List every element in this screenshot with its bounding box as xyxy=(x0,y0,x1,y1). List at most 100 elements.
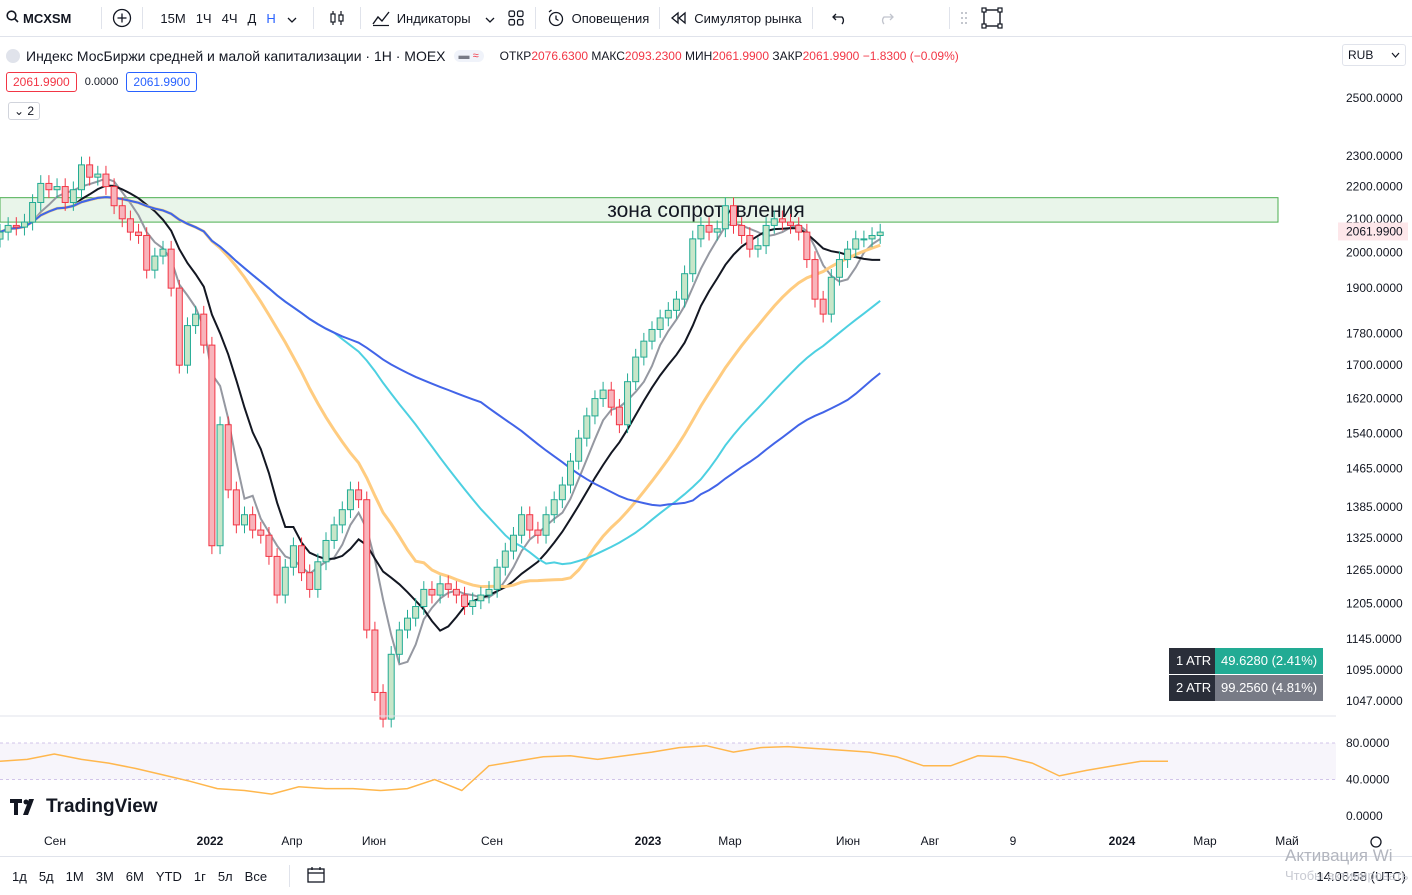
candle-body xyxy=(281,566,289,596)
candle xyxy=(167,240,175,297)
chevron-down-icon xyxy=(1391,52,1400,58)
candle xyxy=(656,309,664,338)
replay-button[interactable]: Симулятор рынка xyxy=(664,0,807,36)
candle-body xyxy=(754,245,762,250)
candle-body xyxy=(860,238,868,241)
candle xyxy=(518,506,526,544)
candle-body xyxy=(485,588,493,596)
indicators-button[interactable]: Индикаторы xyxy=(365,0,501,36)
candle-body xyxy=(550,499,558,516)
undo-button[interactable] xyxy=(817,0,863,36)
interval-1h[interactable]: 1Ч xyxy=(195,10,212,26)
range-1m[interactable]: 1М xyxy=(65,868,84,884)
candle-body xyxy=(257,529,265,536)
atr-2-value: 99.2560 (4.81%) xyxy=(1215,675,1324,701)
search-icon xyxy=(6,10,19,26)
candle xyxy=(135,223,143,244)
buy-price[interactable]: 2061.9900 xyxy=(126,72,198,92)
y-tick-label: 2100.0000 xyxy=(1346,212,1403,226)
candle xyxy=(118,197,126,228)
interval-15m[interactable]: 15М xyxy=(160,10,186,26)
y-tick-label: 1465.0000 xyxy=(1346,461,1403,475)
symbol-search[interactable]: MCXSM xyxy=(0,0,77,36)
grid-icon xyxy=(508,10,524,26)
interval-4h[interactable]: 4Ч xyxy=(221,10,238,26)
candle-body xyxy=(273,555,281,596)
candle xyxy=(452,581,460,604)
sell-price[interactable]: 2061.9900 xyxy=(6,72,77,92)
candle xyxy=(412,598,420,627)
range-1y[interactable]: 1г xyxy=(193,868,206,884)
candle-body xyxy=(61,186,69,203)
interval-w[interactable]: Н xyxy=(266,10,276,26)
collapse-indicators-button[interactable]: ⌄ 2 xyxy=(8,102,41,120)
range-5y[interactable]: 5л xyxy=(217,868,233,884)
rsi-tick-label: 0.0000 xyxy=(1346,809,1383,823)
range-3m[interactable]: 3М xyxy=(95,868,114,884)
price-boxes: 2061.9900 0.0000 2061.9900 xyxy=(6,72,198,92)
candle xyxy=(672,290,680,319)
fullscreen-button[interactable] xyxy=(974,0,1010,36)
candle xyxy=(615,398,623,434)
candle-body xyxy=(265,534,273,557)
ma-60-line xyxy=(0,196,881,507)
range-6m[interactable]: 6М xyxy=(125,868,144,884)
redo-button[interactable] xyxy=(863,0,909,36)
range-1d[interactable]: 1д xyxy=(12,868,27,884)
candle xyxy=(860,230,868,248)
interval-d[interactable]: Д xyxy=(247,10,257,26)
compare-button[interactable] xyxy=(106,0,138,36)
candle-body xyxy=(183,325,191,366)
currency-select[interactable]: RUB xyxy=(1342,44,1406,66)
candle xyxy=(29,194,37,231)
y-tick-label: 1620.0000 xyxy=(1346,392,1403,406)
candle-body xyxy=(94,173,102,178)
spread-value: 0.0000 xyxy=(84,76,119,88)
visibility-toggle[interactable]: ▬ ≈ xyxy=(453,50,484,62)
range-5d[interactable]: 5д xyxy=(38,868,54,884)
candle xyxy=(868,227,876,248)
chart-type-button[interactable] xyxy=(318,0,356,36)
candle-body xyxy=(827,276,835,315)
drag-handle[interactable] xyxy=(954,0,974,36)
ma-10-line xyxy=(0,184,881,632)
y-tick-label: 1540.0000 xyxy=(1346,427,1403,441)
candle-body xyxy=(575,437,583,462)
atr-1-value: 49.6280 (2.41%) xyxy=(1215,648,1324,674)
y-tick-label: 1145.0000 xyxy=(1346,632,1402,646)
candle-body xyxy=(118,205,126,220)
candle xyxy=(298,537,306,582)
last-price-badge xyxy=(1338,222,1408,241)
candle xyxy=(640,332,648,366)
candle-body xyxy=(509,534,517,552)
candle-body xyxy=(461,594,469,608)
x-tick-label: Авг xyxy=(921,834,940,848)
x-tick-label: 2023 xyxy=(635,834,662,848)
candle-body xyxy=(175,287,183,366)
templates-button[interactable] xyxy=(501,0,531,36)
range-all[interactable]: Все xyxy=(244,868,268,884)
candle-body xyxy=(29,201,37,223)
candle-body xyxy=(143,234,151,271)
low-value: 2061.9900 xyxy=(712,49,770,63)
candle xyxy=(346,481,354,519)
y-tick-label: 1325.0000 xyxy=(1346,531,1403,545)
tradingview-logo[interactable]: TradingView xyxy=(10,796,158,818)
chevron-down-icon[interactable] xyxy=(281,11,303,26)
candle xyxy=(558,476,566,509)
candle-body xyxy=(12,224,20,228)
candle xyxy=(20,213,28,236)
candle-body xyxy=(640,340,648,358)
date-range-button[interactable] xyxy=(294,866,338,887)
candle-body xyxy=(778,218,786,223)
bottom-toolbar: 1д 5д 1М 3М 6М YTD 1г 5л Все 14:06:58 (U… xyxy=(0,856,1412,895)
candle xyxy=(738,217,746,244)
candle xyxy=(534,521,542,544)
alerts-button[interactable]: Оповещения xyxy=(540,0,656,36)
range-ytd[interactable]: YTD xyxy=(155,868,182,884)
candle-body xyxy=(738,224,746,236)
candle xyxy=(477,586,485,610)
candle xyxy=(469,592,477,615)
candle-body xyxy=(615,406,623,426)
